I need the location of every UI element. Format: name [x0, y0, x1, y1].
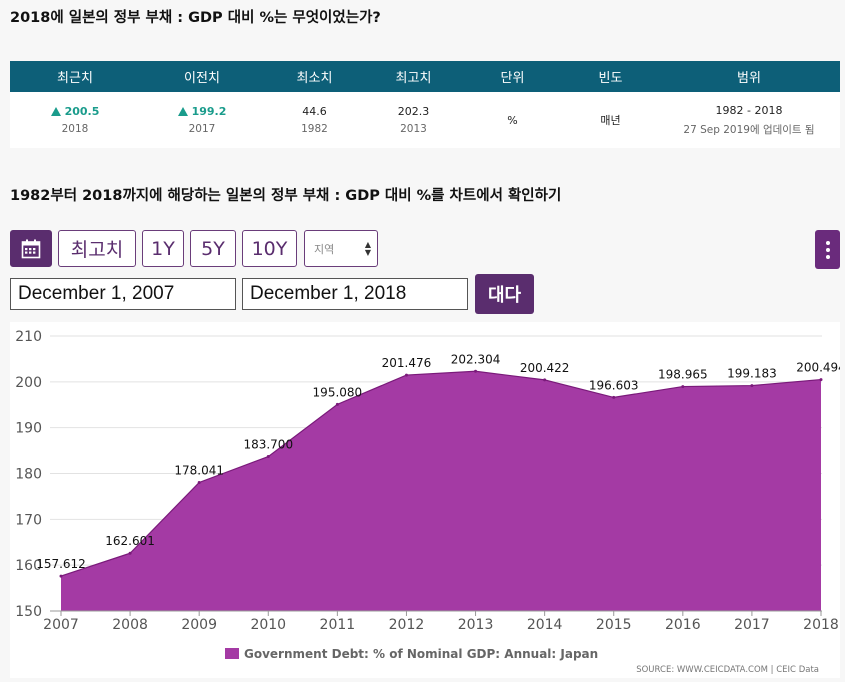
latest-range-button[interactable]: 최고치	[58, 230, 136, 267]
y-tick-label: 170	[15, 512, 42, 528]
x-tick-label: 2014	[527, 617, 563, 633]
more-options-dot	[825, 240, 830, 245]
x-tick-label: 2016	[665, 617, 701, 633]
range-span: 1982 - 2018	[715, 103, 783, 117]
previous-value: 199.2	[191, 105, 227, 118]
series-area	[61, 371, 821, 611]
apply-date-button[interactable]: 대다	[475, 274, 534, 314]
start-date-input[interactable]: December 1, 2007	[10, 278, 236, 310]
header-max: 최고치	[395, 71, 432, 86]
max-value: 202.3	[397, 105, 430, 118]
more-options-dot	[825, 247, 830, 252]
frequency-value: 매년	[600, 114, 621, 127]
unit-cell: %	[462, 92, 563, 148]
header-range: 범위	[737, 71, 761, 86]
y-tick-label: 150	[15, 604, 42, 620]
data-label: 195.080	[313, 385, 363, 399]
header-latest: 최근치	[57, 71, 93, 86]
data-label: 183.700	[243, 438, 293, 452]
latest-cell: 200.5 2018	[10, 92, 140, 148]
legend-swatch	[225, 648, 239, 659]
data-point	[266, 455, 270, 459]
series-line	[60, 370, 822, 577]
x-tick-label: 2012	[389, 617, 425, 633]
data-label: 157.612	[36, 557, 86, 571]
previous-year: 2017	[188, 123, 216, 135]
header-min: 최소치	[296, 71, 333, 86]
chart-container: 150 160 170 180 190 200 210 157.612 162.601 178.0…	[10, 322, 845, 678]
data-point	[59, 574, 63, 578]
header-frequency: 빈도	[598, 71, 623, 86]
one-year-button[interactable]: 1Y	[142, 230, 184, 267]
ten-year-button[interactable]: 10Y	[242, 230, 297, 267]
select-arrows-icon: ▲ ▼	[364, 240, 371, 257]
x-tick-label: 2017	[734, 617, 770, 633]
x-tick-label: 2018	[803, 617, 839, 633]
x-tick-label: 2013	[458, 617, 494, 633]
data-point	[819, 378, 823, 382]
calendar-button[interactable]	[10, 230, 52, 267]
area-chart: 150 160 170 180 190 200 210 157.612 162.601 178.0…	[15, 329, 845, 675]
range-updated: 27 Sep 2019에 업데이트 됨	[683, 123, 815, 136]
more-options-dot	[825, 254, 830, 259]
range-cell: 1982 - 2018 27 Sep 2019에 업데이트 됨	[658, 92, 840, 148]
data-point	[128, 551, 132, 555]
min-cell: 44.6 1982	[264, 92, 365, 148]
x-tick-label: 2007	[43, 617, 79, 633]
x-tick-label: 2011	[320, 617, 356, 633]
region-select-label: 지역	[314, 242, 335, 256]
data-label: 162.601	[105, 534, 155, 548]
stats-value-row: 200.5 2018 199.2 2017 44.6 1982 202.3 20…	[10, 92, 840, 148]
y-tick-label: 200	[15, 375, 42, 391]
header-previous: 이전치	[184, 71, 220, 86]
source-note: SOURCE: WWW.CEICDATA.COM | CEIC Data	[636, 665, 819, 675]
y-tick-label: 190	[15, 421, 42, 437]
x-tick-label: 2008	[112, 617, 148, 633]
up-arrow-icon	[177, 107, 188, 116]
legend-label: Government Debt: % of Nominal GDP: Annua…	[244, 647, 598, 661]
data-point	[612, 395, 616, 399]
header-unit: 단위	[500, 71, 525, 86]
min-value: 44.6	[302, 105, 327, 118]
data-label: 200.422	[520, 361, 570, 375]
data-label: 199.183	[727, 367, 777, 381]
data-point	[474, 369, 478, 373]
question-title: 2018에 일본의 정부 부채 : GDP 대비 %는 무엇이었는가?	[10, 10, 381, 26]
end-date-input[interactable]: December 1, 2018	[242, 278, 468, 310]
unit-value: %	[507, 113, 518, 127]
five-year-button[interactable]: 5Y	[190, 230, 236, 267]
latest-year: 2018	[61, 123, 89, 135]
stats-table: 최근치 이전치 최소치 최고치 단위 빈도 범위 200.5 2018 199.…	[10, 61, 840, 148]
up-arrow-icon	[50, 107, 61, 116]
data-point	[335, 402, 339, 406]
data-point	[750, 384, 754, 388]
data-label: 200.494	[796, 361, 840, 375]
x-tick-label: 2010	[250, 617, 286, 633]
data-label: 201.476	[382, 356, 432, 370]
previous-cell: 199.2 2017	[140, 92, 264, 148]
data-label: 178.041	[174, 463, 224, 477]
y-tick-label: 180	[15, 467, 42, 483]
data-point	[197, 480, 201, 484]
data-point	[404, 373, 408, 377]
stats-header-row: 최근치 이전치 최소치 최고치 단위 빈도 범위	[10, 61, 840, 92]
min-year: 1982	[301, 123, 328, 135]
max-year: 2013	[400, 123, 427, 135]
y-tick-label: 160	[15, 558, 42, 574]
frequency-cell: 매년	[563, 92, 658, 148]
chart-heading: 1982부터 2018까지에 해당하는 일본의 정부 부채 : GDP 대비 %…	[10, 188, 562, 204]
data-label: 196.603	[589, 378, 639, 392]
y-tick-label: 210	[15, 329, 42, 345]
region-select[interactable]: 지역 ▲ ▼	[304, 230, 378, 267]
max-cell: 202.3 2013	[365, 92, 462, 148]
calendar-icon	[21, 239, 41, 258]
data-point	[543, 378, 547, 382]
latest-value: 200.5	[64, 105, 100, 118]
data-label: 202.304	[451, 352, 501, 366]
x-tick-label: 2015	[596, 617, 632, 633]
more-options-button[interactable]	[815, 230, 840, 269]
data-point	[681, 385, 685, 389]
data-label: 198.965	[658, 368, 708, 382]
x-tick-label: 2009	[181, 617, 217, 633]
